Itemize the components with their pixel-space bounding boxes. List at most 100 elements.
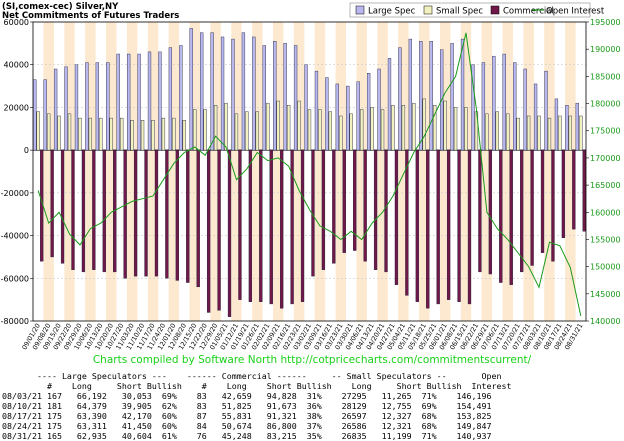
bar-commercial — [154, 149, 159, 277]
date-band — [335, 22, 347, 321]
bar-commercial — [478, 149, 482, 273]
table-header-columns: # Long Short Bullish # Long Short Bullis… — [2, 381, 512, 391]
bar-large-spec — [95, 62, 99, 151]
bar-large-spec — [377, 68, 381, 151]
bar-large-spec — [106, 62, 110, 151]
bar-small-spec — [161, 117, 166, 151]
table-header-groups: ---- Large Speculators --- ------ Commer… — [2, 371, 502, 381]
bar-small-spec — [203, 109, 207, 151]
bar-large-spec — [189, 28, 193, 151]
bar-small-spec — [172, 117, 176, 151]
bar-large-spec — [471, 64, 475, 151]
bar-large-spec — [387, 58, 392, 151]
date-band — [398, 22, 409, 321]
y-tick-label: -40000 — [1, 232, 29, 241]
bar-commercial — [384, 149, 388, 273]
bar-small-spec — [547, 117, 552, 151]
bar-large-spec — [366, 73, 371, 151]
bar-large-spec — [513, 62, 517, 151]
date-band — [356, 22, 367, 321]
bar-large-spec — [450, 43, 454, 151]
table-row: 08/10/21 181 64,379 39,905 62% 83 51,825… — [2, 401, 492, 411]
bar-small-spec — [579, 115, 583, 151]
chart-subtitle: Net Commitments of Futures Traders — [2, 11, 179, 21]
bar-large-spec — [231, 38, 235, 151]
bar-large-spec — [304, 64, 308, 151]
table-row: 08/03/21 167 66,192 30,053 69% 83 42,659… — [2, 391, 492, 401]
bar-commercial — [321, 149, 326, 270]
bar-large-spec — [127, 53, 131, 151]
bar-small-spec — [495, 111, 499, 151]
legend-swatch-large-spec — [355, 5, 365, 15]
bar-commercial — [540, 149, 545, 253]
bar-large-spec — [408, 38, 413, 151]
bar-small-spec — [526, 115, 531, 151]
bar-small-spec — [328, 111, 333, 151]
bar-large-spec — [325, 77, 329, 151]
bar-small-spec — [422, 98, 426, 151]
bar-large-spec — [481, 62, 486, 151]
bar-small-spec — [266, 102, 270, 151]
bar-small-spec — [99, 117, 103, 151]
bar-small-spec — [339, 115, 343, 151]
bar-small-spec — [213, 105, 218, 151]
table-row: 08/24/21 175 63,311 41,450 60% 84 50,674… — [2, 421, 492, 431]
bar-small-spec — [516, 117, 520, 151]
bar-small-spec — [558, 115, 562, 151]
bar-commercial — [165, 149, 169, 279]
date-band — [85, 22, 96, 321]
bar-commercial — [551, 149, 555, 262]
bar-commercial — [248, 149, 253, 302]
bar-commercial — [300, 149, 305, 302]
bar-large-spec — [523, 68, 527, 151]
bar-commercial — [415, 149, 419, 302]
legend-label-large-spec: Large Spec — [368, 7, 416, 17]
bar-large-spec — [168, 47, 173, 151]
bar-commercial — [572, 149, 576, 230]
x-axis: 09/01/2009/08/2009/15/2009/22/2009/29/20… — [20, 322, 584, 350]
date-band — [481, 22, 493, 321]
bar-commercial — [373, 149, 378, 270]
bar-commercial — [50, 149, 54, 258]
chart-credit: Charts compiled by Software North http:/… — [92, 354, 532, 366]
bar-commercial — [446, 149, 451, 300]
y-tick-label: -80000 — [1, 317, 29, 326]
bar-large-spec — [116, 53, 120, 151]
bar-commercial — [102, 149, 106, 273]
bar-small-spec — [88, 117, 93, 151]
bar-commercial — [92, 149, 96, 270]
y-tick-label: -60000 — [1, 274, 29, 283]
bar-small-spec — [297, 100, 301, 151]
bar-commercial — [71, 149, 75, 270]
legend: Large Spec Small Spec Commercial Open In… — [349, 2, 605, 18]
y2-tick-label: 185000 — [590, 72, 621, 81]
date-band — [419, 22, 430, 321]
bar-commercial — [394, 149, 399, 285]
date-band — [439, 22, 451, 321]
bar-large-spec — [346, 85, 350, 151]
date-band — [314, 22, 326, 321]
bar-large-spec — [502, 53, 506, 151]
bar-large-spec — [179, 45, 183, 151]
date-band — [523, 22, 534, 321]
bar-large-spec — [220, 36, 225, 151]
bar-small-spec — [433, 105, 437, 151]
y2-tick-label: 150000 — [590, 263, 621, 272]
bar-commercial — [144, 149, 148, 277]
bar-commercial — [530, 149, 534, 266]
bar-commercial — [405, 149, 409, 296]
bar-commercial — [467, 149, 472, 305]
y2-tick-label: 165000 — [590, 181, 621, 190]
bar-small-spec — [182, 120, 186, 151]
y-tick-label: 0 — [24, 146, 29, 155]
date-band — [210, 22, 221, 321]
bar-large-spec — [398, 47, 402, 151]
bar-small-spec — [193, 109, 197, 151]
table-row: 08/31/21 165 62,935 40,604 61% 76 45,248… — [2, 431, 492, 441]
bar-small-spec — [307, 109, 312, 151]
bar-large-spec — [273, 41, 277, 151]
bar-large-spec — [210, 32, 214, 151]
bar-commercial — [259, 149, 263, 302]
date-band — [293, 22, 305, 321]
legend-label-open-interest: Open Interest — [546, 7, 605, 17]
